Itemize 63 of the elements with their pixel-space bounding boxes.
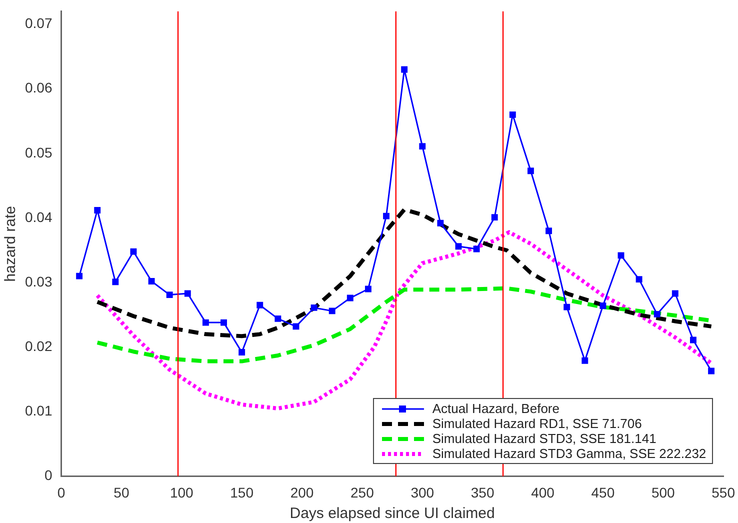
legend-label: Simulated Hazard RD1, SSE 71.706 bbox=[432, 416, 642, 432]
point bbox=[654, 310, 660, 318]
point bbox=[708, 368, 715, 374]
x-tick-label: 150 bbox=[230, 484, 254, 500]
x-tick-label: 300 bbox=[410, 484, 434, 500]
y-tick-label: 0.05 bbox=[25, 144, 52, 160]
point bbox=[274, 315, 282, 322]
x-tick-label: 500 bbox=[651, 484, 676, 500]
point bbox=[672, 290, 678, 297]
point bbox=[112, 278, 119, 286]
y-tick-label: 0.01 bbox=[25, 402, 52, 419]
point bbox=[202, 319, 209, 326]
point bbox=[76, 272, 83, 280]
x-tick-label: 100 bbox=[170, 484, 194, 500]
point bbox=[220, 319, 227, 326]
point bbox=[310, 304, 318, 311]
y-tick-label: 0.04 bbox=[25, 208, 52, 225]
x-tick-label: 50 bbox=[114, 484, 130, 500]
point bbox=[600, 302, 606, 309]
point bbox=[473, 246, 480, 252]
legend-label: Actual Hazard, Before bbox=[432, 401, 560, 416]
y-tick-label: 0.06 bbox=[25, 80, 52, 96]
point bbox=[636, 276, 642, 283]
point bbox=[491, 214, 498, 221]
x-tick-label: 250 bbox=[350, 484, 374, 500]
y-tick-label: 0.03 bbox=[25, 273, 52, 290]
point bbox=[564, 304, 570, 310]
point bbox=[437, 220, 444, 226]
point bbox=[419, 143, 426, 150]
point bbox=[148, 278, 155, 284]
y-tick-label: 0.02 bbox=[25, 338, 52, 354]
x-tick-label: 550 bbox=[712, 484, 736, 500]
point bbox=[130, 248, 137, 255]
point bbox=[527, 168, 534, 174]
point bbox=[690, 336, 696, 344]
x-tick-label: 450 bbox=[591, 484, 615, 500]
point bbox=[346, 294, 354, 302]
y-tick-label: 0.07 bbox=[25, 15, 52, 32]
legend-label: Simulated Hazard STD3 Gamma, SSE 222.232 bbox=[432, 446, 706, 462]
point bbox=[618, 252, 624, 259]
point bbox=[238, 349, 246, 356]
point bbox=[509, 111, 516, 118]
point bbox=[364, 286, 372, 292]
y-axis-title: hazard rate bbox=[2, 206, 20, 282]
point bbox=[546, 228, 552, 234]
point bbox=[328, 308, 336, 314]
x-tick-label: 200 bbox=[290, 484, 314, 500]
x-tick-label: 400 bbox=[531, 484, 555, 500]
x-tick-label: 0 bbox=[57, 484, 66, 500]
point bbox=[166, 292, 173, 298]
point bbox=[455, 243, 462, 250]
x-tick-label: 350 bbox=[470, 484, 494, 500]
point bbox=[582, 357, 588, 364]
point bbox=[256, 302, 264, 308]
x-axis-title: Days elapsed since UI claimed bbox=[290, 505, 495, 522]
y-tick-label: 0 bbox=[44, 467, 52, 484]
point bbox=[184, 290, 191, 297]
legend-label: Simulated Hazard STD3, SSE 181.141 bbox=[432, 431, 656, 446]
point bbox=[383, 212, 390, 220]
line-series bbox=[95, 208, 714, 338]
point bbox=[292, 323, 300, 330]
point bbox=[401, 66, 408, 73]
point bbox=[94, 207, 101, 214]
